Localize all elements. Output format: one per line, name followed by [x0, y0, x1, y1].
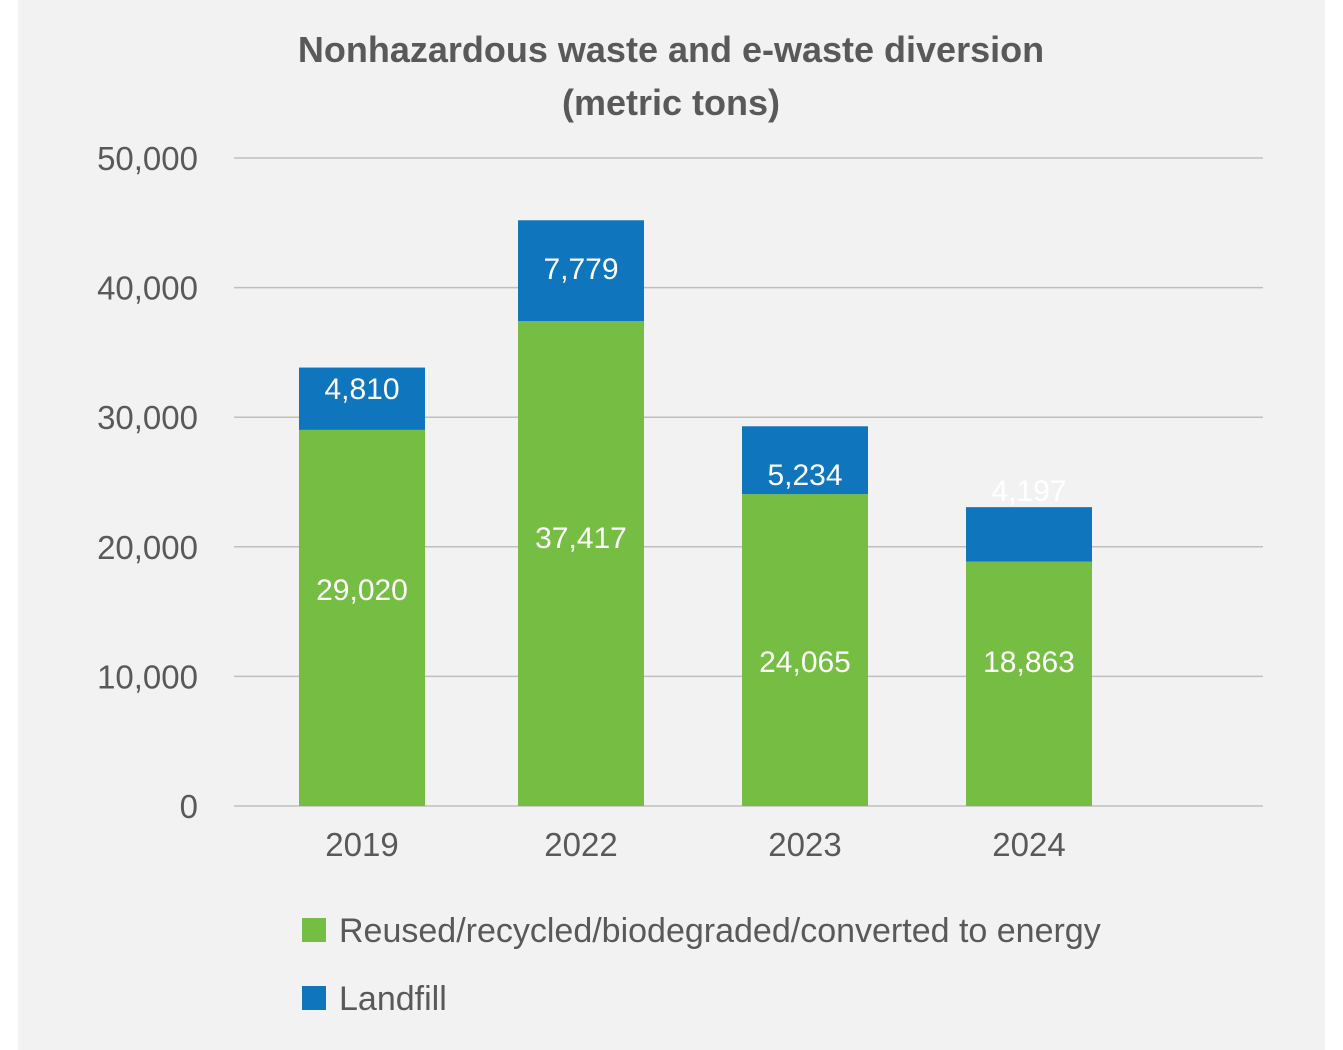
legend-label: Landfill: [339, 980, 447, 1018]
x-axis-ticks: 2019 2022 2023 2024: [325, 826, 1065, 863]
y-tick-label: 0: [180, 788, 198, 825]
y-tick-label: 30,000: [97, 399, 198, 436]
bar-segment-landfill: [299, 367, 425, 430]
bar-segment-reused: [742, 494, 868, 806]
legend-label: Reused/recycled/biodegraded/converted to…: [339, 912, 1101, 950]
legend-swatch: [302, 918, 326, 942]
data-label: 4,810: [324, 373, 399, 406]
bars: 29,020 4,810 37,417 7,779 24,065 5,234 18,863 4…: [299, 220, 1092, 806]
bar-segment-reused: [518, 321, 644, 806]
x-tick-label: 2022: [544, 826, 617, 863]
bar-segment-reused: [299, 429, 425, 806]
data-label: 5,234: [767, 459, 842, 492]
legend: Reused/recycled/biodegraded/converted to…: [302, 912, 1101, 1018]
data-label: 4,197: [991, 475, 1066, 508]
y-tick-label: 10,000: [97, 658, 198, 695]
x-tick-label: 2024: [992, 826, 1065, 863]
x-tick-label: 2019: [325, 826, 398, 863]
bar-segment-landfill: [742, 426, 868, 495]
y-tick-label: 40,000: [97, 270, 198, 307]
data-label: 24,065: [759, 646, 851, 679]
bar-segment-reused: [966, 561, 1092, 806]
bar-segment-landfill: [518, 220, 644, 322]
y-tick-label: 20,000: [97, 529, 198, 566]
x-tick-label: 2023: [768, 826, 841, 863]
data-label: 18,863: [983, 646, 1075, 679]
y-tick-label: 50,000: [97, 140, 198, 177]
data-label: 37,417: [535, 522, 627, 555]
bar-segment-landfill: [966, 507, 1092, 562]
y-axis-ticks: 0 10,000 20,000 30,000 40,000 50,000: [97, 140, 198, 825]
data-label: 7,779: [543, 253, 618, 286]
legend-swatch: [302, 986, 326, 1010]
chart-panel: [18, 0, 1325, 1050]
chart-subtitle: (metric tons): [562, 82, 780, 123]
chart-title: Nonhazardous waste and e-waste diversion: [298, 29, 1044, 70]
data-label: 29,020: [316, 574, 408, 607]
